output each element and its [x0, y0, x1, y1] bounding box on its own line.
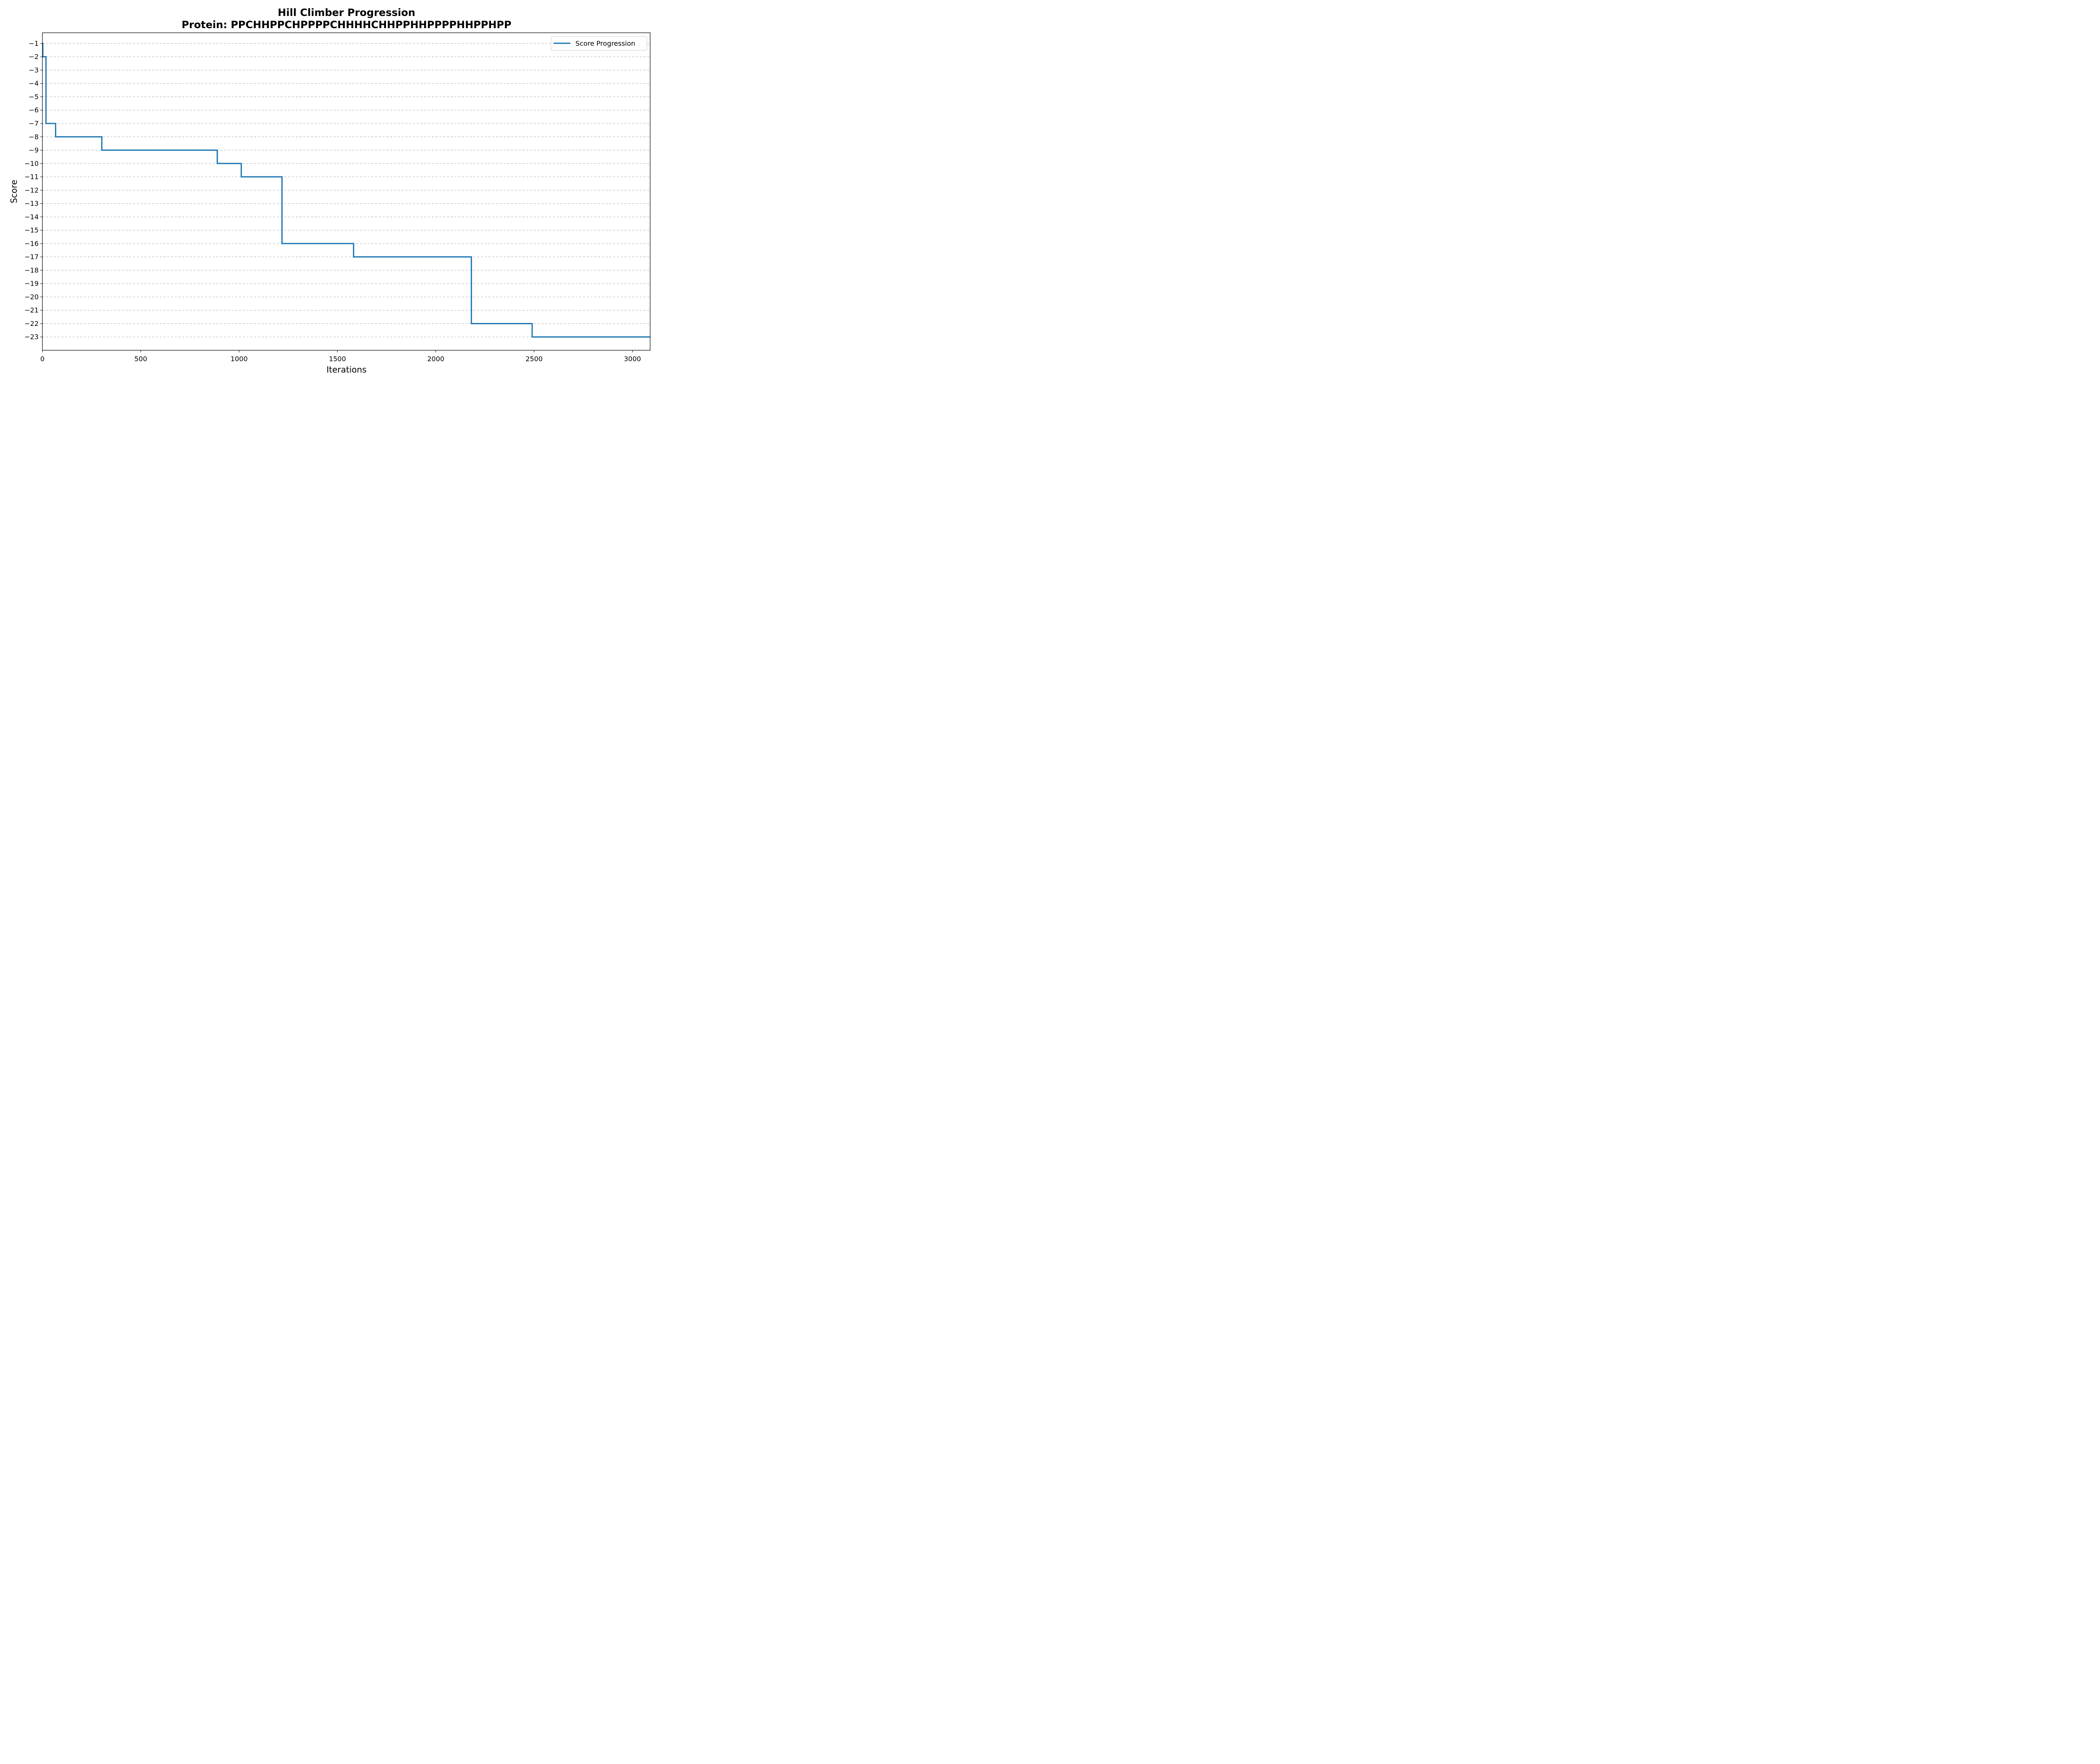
y-tick-label: −4	[29, 79, 39, 87]
y-tick-label: −17	[24, 253, 39, 261]
chart-subtitle: Protein: PPCHHPPCHPPPPCHHHHCHHPPHHPPPPHH…	[181, 19, 511, 31]
x-tick-label: 500	[134, 355, 147, 363]
grid-layer	[42, 43, 650, 337]
legend-box	[551, 36, 647, 51]
x-axis-label: Iterations	[326, 365, 366, 375]
x-tick-label: 2500	[525, 355, 543, 363]
chart: Hill Climber Progression Protein: PPCHHP…	[9, 7, 651, 375]
y-tick-label: −7	[29, 120, 39, 128]
y-tick-label: −15	[24, 226, 39, 234]
plot-frame	[42, 32, 651, 351]
x-tick-label: 0	[40, 355, 45, 363]
x-tick-label: 1000	[231, 355, 248, 363]
y-tick-label: −11	[24, 173, 39, 181]
y-tick-label: −5	[29, 93, 39, 101]
y-tick-label: −9	[29, 146, 39, 154]
y-tick-label: −1	[29, 39, 39, 47]
y-axis-label: Score	[9, 180, 19, 203]
x-tick-label: 2000	[427, 355, 444, 363]
y-tick-label: −21	[24, 306, 39, 314]
x-tick-label: 3000	[624, 355, 641, 363]
y-tick-label: −23	[24, 333, 39, 341]
y-tick-label: −22	[24, 320, 39, 328]
y-tick-label: −8	[29, 133, 39, 141]
y-tick-label: −3	[29, 66, 39, 74]
y-tick-label: −12	[24, 186, 39, 194]
y-tick-label: −13	[24, 200, 39, 207]
y-tick-label: −6	[29, 106, 39, 114]
chart-title: Hill Climber Progression	[278, 7, 415, 18]
legend: Score Progression	[551, 36, 647, 51]
y-tick-label: −18	[24, 266, 39, 274]
y-tick-label: −14	[24, 213, 39, 221]
y-tick-label: −20	[24, 293, 39, 301]
tick-layer: −1 −2 −3 −4 −5 −6 −7 −8 −9 −10 −11 −12 −13 −14 −15 −16 −…	[24, 39, 641, 363]
legend-label: Score Progression	[575, 39, 635, 47]
y-tick-label: −2	[29, 53, 39, 61]
x-tick-label: 1500	[329, 355, 346, 363]
y-tick-label: −16	[24, 239, 39, 247]
data-layer	[42, 42, 650, 338]
y-tick-label: −10	[24, 160, 39, 168]
score-progression-line	[42, 42, 650, 338]
y-tick-label: −19	[24, 280, 39, 288]
